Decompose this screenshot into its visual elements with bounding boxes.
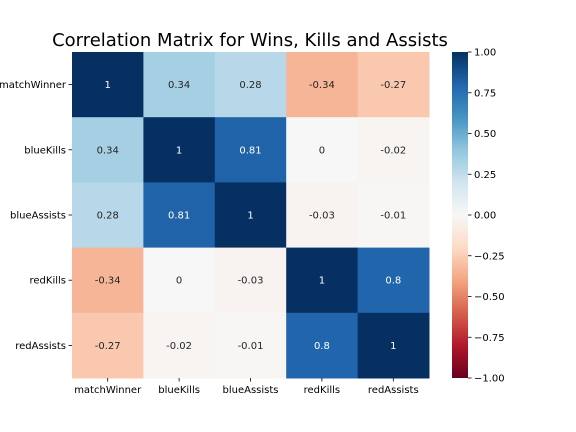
heatmap-cell-value: 1 — [105, 80, 111, 91]
heatmap-cells: 1 0.34 0.28 -0.34 -0.270.34 1 0.81 0 -0.020.28 0.… — [72, 52, 430, 379]
row-tick-label: matchWinner — [0, 80, 67, 91]
colorbar-tick-label: −0.50 — [474, 292, 505, 303]
heatmap-cell-value: -0.03 — [309, 211, 335, 222]
colorbar-tick-label: 0.00 — [474, 211, 496, 222]
heatmap-cell-value: 1 — [319, 276, 325, 287]
row-tick-label: blueKills — [24, 145, 66, 156]
heatmap-cell-value: 1 — [247, 211, 253, 222]
column-tick-label: blueAssists — [223, 385, 279, 396]
heatmap-cell-value: -0.02 — [166, 341, 192, 352]
colorbar-tick-label: 0.50 — [474, 129, 496, 140]
column-tick-label: redAssists — [368, 385, 419, 396]
colorbar-tick-label: 0.75 — [474, 88, 496, 99]
row-tick-labels: matchWinner blueKills blueAssists redKills r… — [0, 80, 72, 352]
row-tick-label: redKills — [30, 276, 67, 287]
row-tick-label: redAssists — [15, 341, 66, 352]
column-tick-label: matchWinner — [74, 385, 142, 396]
heatmap-cell-value: -0.34 — [309, 80, 335, 91]
row-tick-label: blueAssists — [10, 211, 66, 222]
colorbar-ticks: 1.00 0.75 0.50 0.25 0.00 −0.25 −0.50 −0.75 −1.00 — [468, 48, 505, 385]
column-tick-labels: matchWinner blueKills blueAssists redKills r… — [74, 378, 418, 396]
heatmap-cell-value: 1 — [390, 341, 396, 352]
heatmap-cell-value: -0.02 — [380, 145, 406, 156]
column-tick-label: blueKills — [158, 385, 200, 396]
heatmap-cell-value: -0.27 — [95, 341, 121, 352]
heatmap-cell-value: -0.27 — [380, 80, 406, 91]
heatmap-cell-value: 0.81 — [239, 145, 261, 156]
heatmap-cell-value: 0 — [319, 145, 325, 156]
heatmap-cell-value: 0 — [176, 276, 182, 287]
heatmap-cell-value: -0.03 — [238, 276, 264, 287]
heatmap-cell-value: -0.01 — [380, 211, 406, 222]
colorbar-tick-label: −1.00 — [474, 374, 505, 385]
heatmap-cell-value: 0.8 — [314, 341, 330, 352]
heatmap-cell-value: 0.8 — [385, 276, 401, 287]
heatmap-cell-value: 0.28 — [97, 211, 119, 222]
column-tick-label: redKills — [304, 385, 341, 396]
colorbar-tick-label: −0.25 — [474, 251, 505, 262]
colorbar-tick-label: 1.00 — [474, 48, 496, 59]
heatmap-cell-value: -0.01 — [238, 341, 264, 352]
colorbar — [452, 52, 468, 378]
heatmap-cell-value: 0.34 — [168, 80, 190, 91]
colorbar-tick-label: −0.75 — [474, 333, 505, 344]
colorbar-tick-label: 0.25 — [474, 170, 496, 181]
heatmap-cell-value: 1 — [176, 145, 182, 156]
heatmap-cell-value: 0.34 — [97, 145, 119, 156]
heatmap-cell-value: 0.28 — [239, 80, 261, 91]
chart-title: Correlation Matrix for Wins, Kills and A… — [52, 30, 448, 51]
heatmap-cell-value: -0.34 — [95, 276, 121, 287]
heatmap-cell-value: 0.81 — [168, 211, 190, 222]
